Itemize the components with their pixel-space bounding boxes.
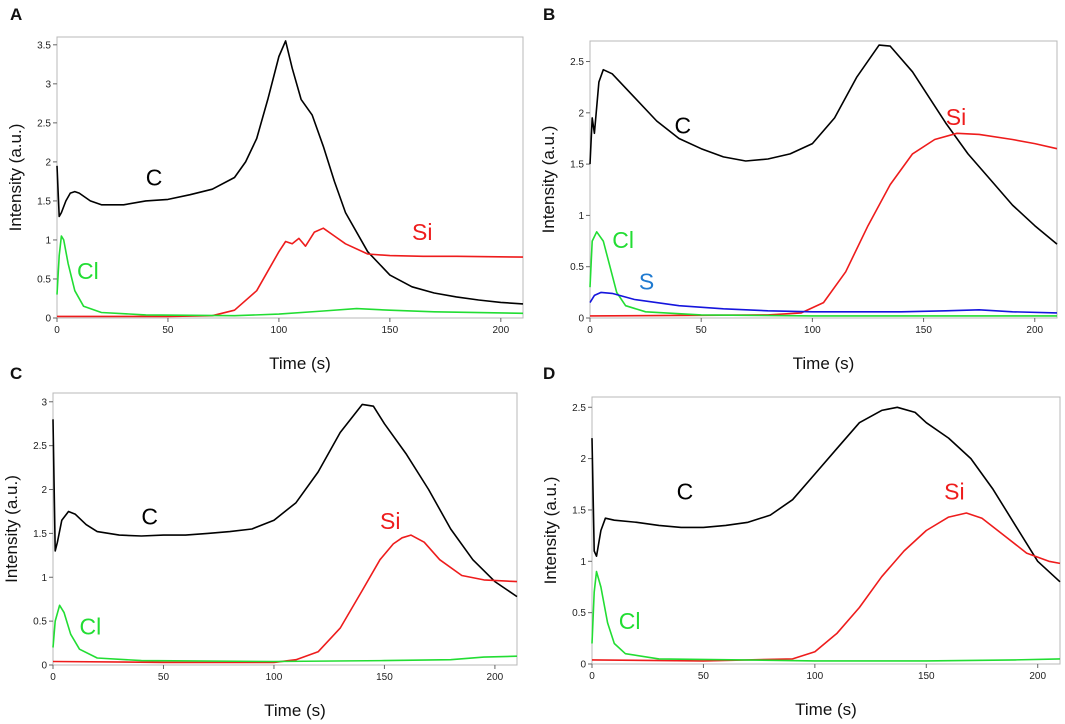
y-axis-label: Intensity (a.u.) xyxy=(539,126,558,234)
panel-d: D 0 50 100 150 200 0 0.5 1 1.5 2 2.5 Time (s) Intensi… xyxy=(541,364,1061,719)
series-label-c: C xyxy=(146,164,163,190)
panel-label: A xyxy=(10,5,22,24)
x-tick-label: 150 xyxy=(382,325,399,336)
series-label-c: C xyxy=(677,479,694,505)
x-tick-label: 150 xyxy=(915,325,932,336)
y-tick-label: 0.5 xyxy=(570,262,584,273)
y-tick-label: 1 xyxy=(578,211,584,222)
y-axis-label: Intensity (a.u.) xyxy=(541,477,560,585)
panel-label: B xyxy=(543,5,555,24)
y-tick-label: 3.5 xyxy=(37,40,51,51)
y-tick-label: 1.5 xyxy=(37,196,51,207)
x-tick-label: 100 xyxy=(804,325,821,336)
x-tick-label: 0 xyxy=(587,325,593,336)
y-axis-label: Intensity (a.u.) xyxy=(6,124,25,232)
plot-frame xyxy=(591,396,1061,665)
x-tick-label: 0 xyxy=(54,325,60,336)
plot-frame xyxy=(56,36,524,319)
y-tick-label: 3 xyxy=(45,79,51,90)
series-label-c: C xyxy=(141,504,158,530)
y-tick-label: 3 xyxy=(41,397,47,408)
y-tick-label: 1 xyxy=(580,557,586,568)
y-tick-label: 2 xyxy=(580,454,586,465)
x-tick-label: 150 xyxy=(376,672,393,683)
series-line-cl xyxy=(591,570,1061,662)
x-axis-label: Time (s) xyxy=(793,354,855,373)
y-tick-label: 0 xyxy=(41,661,47,672)
x-tick-label: 100 xyxy=(266,672,283,683)
x-tick-label: 200 xyxy=(492,325,509,336)
y-tick-label: 2.5 xyxy=(572,403,586,414)
series-line-c xyxy=(589,44,1058,245)
x-tick-label: 200 xyxy=(1029,671,1046,682)
series-label-cl: Cl xyxy=(80,613,102,639)
y-tick-label: 2.5 xyxy=(570,57,584,68)
panel-label: C xyxy=(10,364,22,383)
y-tick-label: 0.5 xyxy=(37,274,51,285)
y-tick-label: 0.5 xyxy=(33,617,47,628)
y-tick-label: 2.5 xyxy=(37,118,51,129)
y-tick-label: 2 xyxy=(41,485,47,496)
plot-frame xyxy=(52,392,518,666)
y-tick-label: 1.5 xyxy=(570,160,584,171)
x-tick-label: 50 xyxy=(158,672,170,683)
y-tick-label: 0 xyxy=(45,314,51,325)
panel-c: C 0 50 100 150 200 0 0.5 1 1.5 2 2.5 3 Time (s) Intens… xyxy=(2,364,518,720)
series-label-cl: Cl xyxy=(77,258,99,284)
y-tick-label: 1 xyxy=(45,235,51,246)
y-tick-label: 1 xyxy=(41,573,47,584)
y-tick-label: 2.5 xyxy=(33,441,47,452)
y-tick-label: 0 xyxy=(578,314,584,325)
series-line-c xyxy=(591,406,1061,583)
x-tick-label: 50 xyxy=(698,671,710,682)
series-label-cl: Cl xyxy=(619,608,641,634)
x-axis-label: Time (s) xyxy=(795,700,857,719)
series-line-s xyxy=(589,291,1058,314)
series-line-c xyxy=(56,40,524,305)
series-label-c: C xyxy=(675,112,692,138)
series-label-cl: Cl xyxy=(612,227,634,253)
y-tick-label: 0 xyxy=(580,660,586,671)
series-label-si: Si xyxy=(946,104,966,130)
x-tick-label: 0 xyxy=(589,671,595,682)
panel-b: B 0 50 100 150 200 0 0.5 1 1.5 2 2.5 Time (s) Intensi… xyxy=(539,5,1058,373)
panel-label: D xyxy=(543,364,555,383)
series-line-cl xyxy=(589,231,1057,317)
series-line-cl xyxy=(56,235,524,317)
plot-frame xyxy=(589,40,1058,319)
x-axis-label: Time (s) xyxy=(269,354,331,373)
x-tick-label: 50 xyxy=(696,325,708,336)
series-line-si xyxy=(57,227,524,318)
y-tick-label: 0.5 xyxy=(572,608,586,619)
y-axis-label: Intensity (a.u.) xyxy=(2,475,21,583)
x-tick-label: 200 xyxy=(487,672,504,683)
series-line-c xyxy=(52,403,518,598)
x-tick-label: 100 xyxy=(807,671,824,682)
panel-a: A 0 50 100 150 200 0 0.5 1 1.5 2 2.5 3 3.5 Time (s) Int… xyxy=(6,5,524,373)
series-label-si: Si xyxy=(380,508,400,534)
x-axis-label: Time (s) xyxy=(264,701,326,720)
series-label-s: S xyxy=(639,268,654,294)
y-tick-label: 2 xyxy=(45,157,51,168)
y-tick-label: 1.5 xyxy=(572,505,586,516)
series-line-cl xyxy=(52,604,518,663)
x-tick-label: 50 xyxy=(162,325,174,336)
series-label-si: Si xyxy=(944,479,964,505)
y-tick-label: 1.5 xyxy=(33,529,47,540)
x-tick-label: 100 xyxy=(271,325,288,336)
x-tick-label: 200 xyxy=(1026,325,1043,336)
x-tick-label: 0 xyxy=(50,672,56,683)
series-label-si: Si xyxy=(412,219,432,245)
y-tick-label: 2 xyxy=(578,108,584,119)
series-line-si xyxy=(591,512,1061,662)
x-tick-label: 150 xyxy=(918,671,935,682)
